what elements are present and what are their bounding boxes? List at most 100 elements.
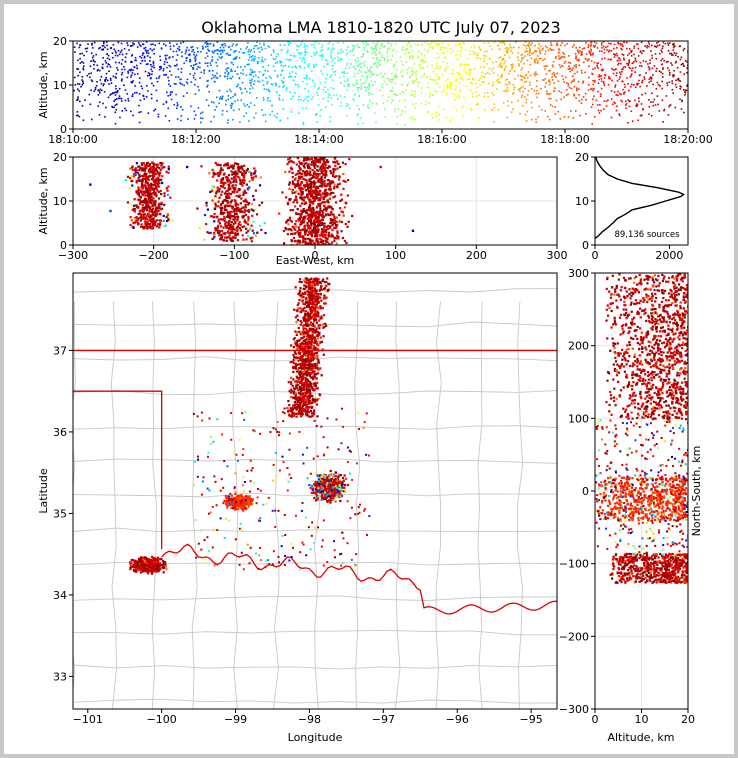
time-height-source bbox=[164, 74, 167, 76]
ew-height-source bbox=[240, 165, 243, 168]
time-height-source bbox=[145, 63, 148, 66]
ew-height-source bbox=[330, 233, 333, 236]
time-height-source bbox=[651, 57, 653, 60]
time-height-source bbox=[365, 87, 367, 89]
time-height-source bbox=[110, 93, 113, 95]
time-height-source bbox=[412, 82, 414, 84]
time-height-source bbox=[486, 50, 488, 53]
time-height-source bbox=[640, 65, 643, 67]
time-height-source bbox=[601, 69, 604, 72]
time-height-source bbox=[341, 71, 343, 74]
time-height-source bbox=[369, 66, 372, 69]
time-height-source bbox=[617, 59, 619, 62]
time-height-source bbox=[640, 50, 642, 53]
time-height-source bbox=[105, 76, 107, 79]
ew-height-source bbox=[303, 228, 306, 231]
ew-height-source bbox=[306, 221, 309, 225]
ew-height-source bbox=[312, 208, 315, 211]
time-height-source bbox=[654, 104, 657, 106]
time-height-source bbox=[314, 41, 317, 44]
ew-height-source bbox=[278, 212, 281, 215]
ew-height-source bbox=[147, 194, 151, 197]
ew-height-source bbox=[252, 209, 255, 212]
time-height-source bbox=[404, 111, 407, 113]
ew-height-source bbox=[340, 198, 344, 201]
time-height-source bbox=[251, 87, 254, 89]
ew-height-source bbox=[323, 182, 326, 185]
time-height-source bbox=[658, 44, 661, 46]
time-height-source bbox=[310, 98, 313, 101]
ew-height-source bbox=[334, 224, 338, 227]
time-height-source bbox=[399, 93, 401, 95]
ew-height-source bbox=[302, 177, 305, 181]
ew-height-source bbox=[167, 165, 170, 168]
time-height-source bbox=[188, 53, 191, 55]
time-height-source bbox=[313, 52, 315, 54]
time-height-source bbox=[308, 63, 311, 65]
time-height-source bbox=[227, 98, 230, 101]
ew-height-source bbox=[299, 172, 302, 175]
time-height-source bbox=[236, 73, 239, 75]
county-line bbox=[73, 527, 557, 533]
ew-height-source bbox=[152, 217, 155, 220]
time-height-source bbox=[181, 83, 184, 86]
time-height-source bbox=[549, 48, 552, 51]
time-height-source bbox=[661, 58, 664, 60]
time-height-source bbox=[509, 46, 511, 49]
time-height-source bbox=[374, 47, 376, 50]
time-height-source bbox=[659, 84, 661, 87]
time-height-source bbox=[263, 42, 265, 45]
ew-height-source bbox=[311, 176, 314, 179]
time-height-source bbox=[671, 43, 674, 46]
time-height-source bbox=[546, 65, 548, 68]
ew-height-source bbox=[212, 236, 216, 239]
time-height-source bbox=[436, 52, 439, 55]
time-height-source bbox=[369, 76, 372, 78]
plan-view-source bbox=[294, 393, 298, 396]
time-height-source bbox=[391, 99, 394, 101]
ew-height-source bbox=[241, 184, 244, 187]
time-height-source bbox=[276, 61, 279, 63]
time-height-source bbox=[577, 88, 580, 90]
time-height-source bbox=[153, 109, 155, 112]
ew-height-source bbox=[339, 199, 342, 202]
time-height-source bbox=[279, 119, 282, 122]
ew-height-source bbox=[153, 183, 157, 187]
ew-height-source bbox=[311, 206, 315, 210]
ew-height-source bbox=[302, 209, 305, 212]
ew-height-source bbox=[141, 187, 145, 190]
time-height-source bbox=[278, 97, 280, 99]
time-height-source bbox=[225, 68, 227, 71]
ew-height-source bbox=[241, 181, 244, 184]
time-height-source bbox=[301, 60, 303, 62]
ew-height-source bbox=[297, 226, 300, 229]
ew-height-source bbox=[299, 241, 302, 244]
time-height-source bbox=[585, 53, 588, 55]
time-height-source bbox=[362, 55, 364, 57]
time-height-source bbox=[673, 69, 675, 72]
time-height-source bbox=[647, 99, 650, 101]
time-height-source bbox=[357, 89, 359, 92]
time-height-source bbox=[544, 68, 546, 70]
ew-height-source bbox=[146, 226, 150, 229]
time-height-source bbox=[248, 106, 250, 108]
ew-height-source bbox=[295, 190, 298, 193]
ew-height-source bbox=[158, 166, 161, 170]
plan-view-source bbox=[313, 376, 317, 379]
ew-height-source bbox=[319, 167, 323, 170]
time-height-source bbox=[662, 68, 664, 70]
time-height-source bbox=[144, 59, 146, 62]
time-height-source bbox=[127, 72, 130, 74]
ew-height-source bbox=[231, 231, 234, 235]
time-height-source bbox=[287, 65, 290, 68]
time-height-source bbox=[642, 50, 645, 52]
ew-height-source bbox=[153, 210, 156, 213]
time-height-source bbox=[629, 76, 632, 78]
time-height-source bbox=[586, 59, 589, 61]
time-height-source bbox=[304, 51, 307, 53]
time-height-source bbox=[525, 98, 528, 101]
histogram-xtick-label: 0 bbox=[592, 249, 599, 262]
ew-height-source bbox=[229, 192, 233, 196]
ew-height-source bbox=[134, 171, 138, 174]
time-height-source bbox=[266, 70, 269, 73]
